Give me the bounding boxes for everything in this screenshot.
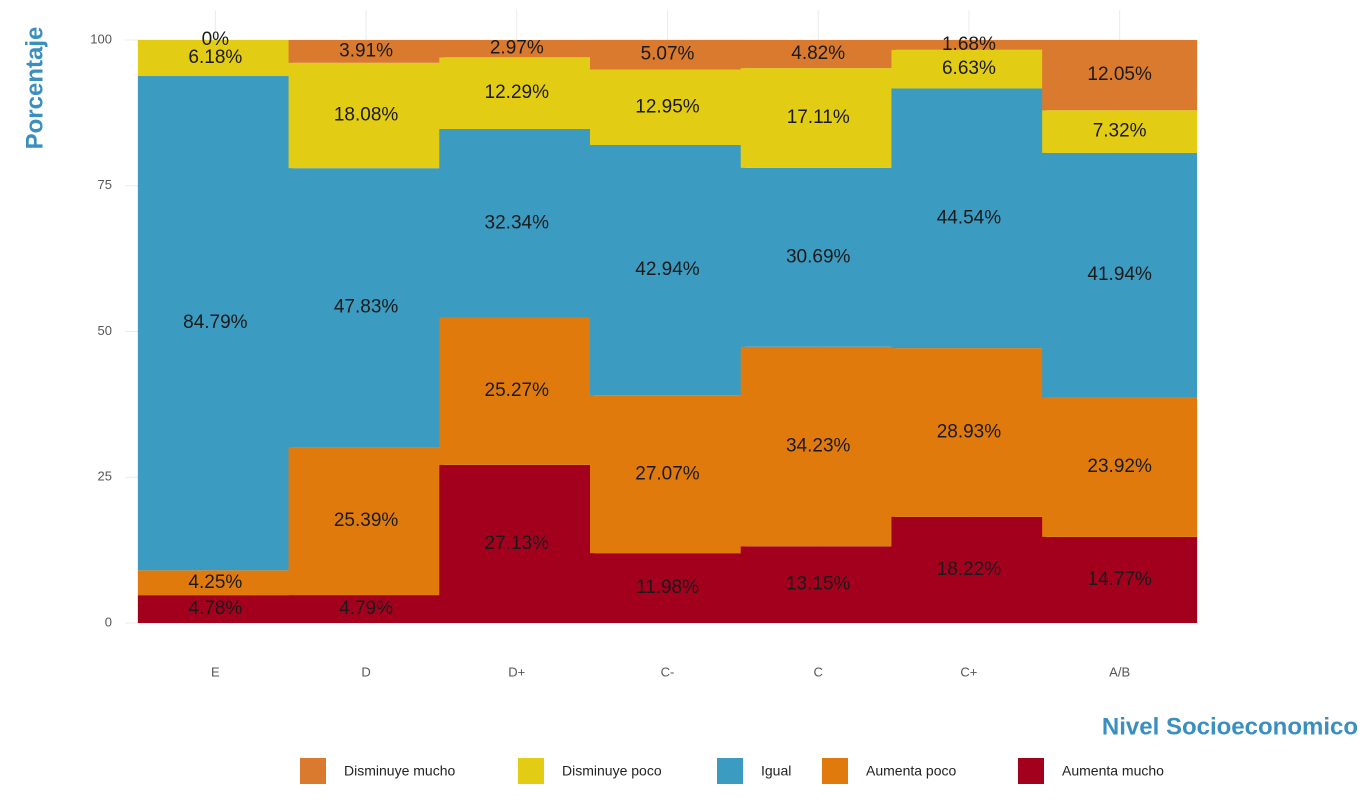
bar-segment	[740, 167, 896, 347]
legend-label: Aumenta poco	[866, 763, 956, 779]
y-tick-label: 50	[98, 323, 112, 338]
value-label: 0%	[202, 29, 230, 50]
y-tick-label: 25	[98, 469, 112, 484]
bar-segment	[891, 516, 1047, 623]
value-label: 27.13%	[485, 533, 550, 554]
legend-label: Disminuye mucho	[344, 763, 455, 779]
bar-segment	[137, 40, 293, 77]
x-tick-label: D+	[508, 664, 525, 679]
bar-segment	[590, 395, 745, 554]
bar-segment	[740, 346, 896, 547]
value-label: 3.91%	[339, 40, 393, 61]
bar-segment	[1042, 152, 1198, 398]
bar-segment	[439, 464, 595, 623]
value-label: 32.34%	[485, 212, 550, 233]
bar-segment	[288, 62, 444, 169]
bar-segment	[1042, 536, 1198, 623]
value-label: 44.54%	[937, 207, 1002, 228]
legend-swatch	[300, 758, 326, 784]
x-axis-label: Nivel Socioeconomico	[1102, 713, 1358, 740]
value-label: 1.68%	[942, 34, 996, 55]
bar-segment	[137, 570, 293, 596]
value-label: 41.94%	[1087, 264, 1152, 285]
value-label: 47.83%	[334, 297, 399, 318]
bar-segment	[288, 447, 444, 596]
x-tick-label: D	[361, 664, 370, 679]
bar-segment	[740, 68, 896, 168]
bar-segment	[891, 49, 1047, 89]
value-label: 12.95%	[635, 96, 700, 117]
bar-segment	[439, 57, 595, 129]
legend-label: Igual	[761, 763, 791, 779]
bar-segment	[288, 40, 444, 63]
legend-label: Disminuye poco	[562, 763, 662, 779]
bar-segment	[1042, 110, 1198, 153]
value-label: 6.18%	[188, 47, 242, 68]
bar-segment	[891, 40, 1047, 50]
value-label: 27.07%	[635, 463, 700, 484]
bar-segment	[288, 595, 444, 623]
value-label: 34.23%	[786, 436, 851, 457]
value-label: 6.63%	[942, 58, 996, 79]
value-label: 4.25%	[188, 572, 242, 593]
x-tick-label: A/B	[1109, 664, 1130, 679]
bar-segment	[740, 40, 896, 69]
y-tick-label: 0	[105, 614, 112, 629]
bar-segment	[891, 88, 1047, 349]
value-label: 4.79%	[339, 598, 393, 619]
bar-segment	[439, 128, 595, 318]
value-label: 84.79%	[183, 312, 248, 333]
legend-swatch	[822, 758, 848, 784]
bars	[137, 39, 1198, 623]
x-tick-label: E	[211, 664, 220, 679]
bar-segment	[288, 168, 444, 448]
x-tick-label: C+	[960, 664, 977, 679]
value-label: 5.07%	[641, 44, 695, 65]
bar-segment	[137, 76, 293, 571]
value-label: 4.82%	[791, 43, 845, 64]
y-tick-label: 100	[90, 31, 112, 46]
legend-label: Aumenta mucho	[1062, 763, 1164, 779]
bar-segment	[590, 144, 745, 396]
bar-segment	[740, 546, 896, 623]
value-label: 25.39%	[334, 510, 399, 531]
value-label: 4.78%	[188, 598, 242, 619]
value-label: 18.22%	[937, 559, 1002, 580]
y-tick-label: 75	[98, 177, 112, 192]
value-label: 12.29%	[485, 82, 550, 103]
value-label: 18.08%	[334, 105, 399, 126]
bar-segment	[137, 595, 293, 623]
value-label: 11.98%	[636, 577, 699, 598]
x-tick-label: C-	[661, 664, 675, 679]
value-label: 2.97%	[490, 38, 544, 59]
value-label: 25.27%	[485, 380, 550, 401]
bar-segment	[590, 39, 745, 70]
value-label: 42.94%	[635, 259, 700, 280]
legend-swatch	[717, 758, 743, 784]
bar-segment	[1042, 40, 1198, 111]
bar-segment	[891, 348, 1047, 517]
value-labels: 4.78% 4.25% 84.79% 6.18%0% 4.79% 25.39% 47.83%…	[183, 29, 1152, 619]
value-label: 17.11%	[787, 107, 850, 128]
bar-segment	[439, 40, 595, 58]
value-label: 23.92%	[1087, 456, 1152, 477]
value-label: 12.05%	[1087, 64, 1152, 85]
bar-segment	[590, 553, 745, 623]
value-label: 14.77%	[1087, 569, 1152, 590]
y-axis-label: Porcentaje	[21, 27, 48, 150]
bar-segment	[590, 69, 745, 145]
bar-segment	[439, 317, 595, 465]
value-label: 13.15%	[786, 574, 851, 595]
value-label: 28.93%	[937, 421, 1002, 442]
legend-swatch	[518, 758, 544, 784]
legend-swatch	[1018, 758, 1044, 784]
value-label: 30.69%	[786, 246, 851, 267]
x-tick-label: C	[814, 664, 823, 679]
bar-segment	[1042, 397, 1198, 537]
value-label: 7.32%	[1093, 121, 1147, 142]
